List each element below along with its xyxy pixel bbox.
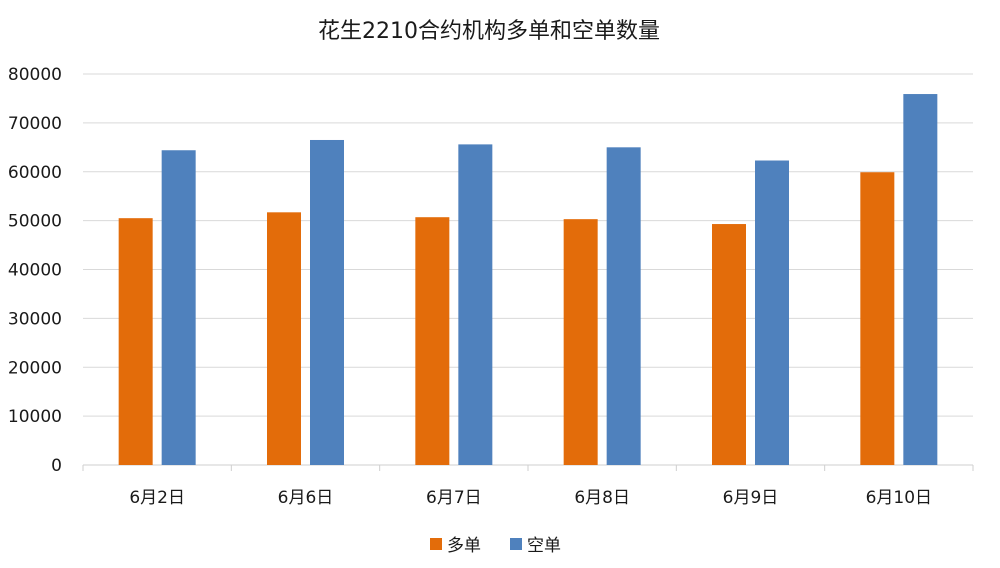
y-tick-label: 60000: [8, 163, 62, 183]
bar-short: [458, 144, 493, 465]
chart-title: 花生2210合约机构多单和空单数量: [318, 19, 660, 44]
y-tick-label: 50000: [8, 212, 62, 232]
bar-short: [903, 94, 938, 465]
y-tick-label: 20000: [8, 358, 62, 378]
y-tick-label: 30000: [8, 309, 62, 329]
bar-long: [563, 219, 598, 465]
x-tick-label: 6月10日: [866, 488, 932, 508]
bar-short: [310, 139, 344, 465]
legend: 多单 空单: [430, 536, 561, 556]
y-tick-label: 70000: [8, 114, 62, 134]
bar-short: [755, 160, 789, 466]
bar-long: [118, 218, 153, 465]
gridlines: [83, 73, 973, 466]
bar-long: [860, 172, 895, 465]
x-axis-ticks: 6月2日 6月6日 6月7日 6月8日 6月9日 6月10日: [82, 465, 974, 508]
bar-long: [415, 217, 450, 465]
legend-swatch: [430, 538, 442, 550]
bar-long: [267, 212, 301, 465]
x-tick-label: 6月8日: [574, 488, 630, 508]
x-tick-label: 6月2日: [129, 488, 185, 508]
bar-long: [712, 224, 746, 465]
bar-short: [161, 150, 196, 465]
x-tick-label: 6月7日: [426, 488, 482, 508]
y-tick-label: 80000: [8, 65, 62, 85]
x-tick-label: 6月6日: [278, 488, 334, 508]
y-axis-ticks: 0 10000 20000 30000 40000 50000 60000 70000 8000…: [8, 65, 62, 476]
y-tick-label: 40000: [8, 261, 62, 281]
legend-label: 空单: [527, 536, 561, 556]
legend-item: 多单: [430, 536, 481, 556]
legend-label: 多单: [447, 536, 481, 556]
legend-swatch: [510, 538, 522, 550]
bar-short: [606, 147, 641, 465]
x-tick-label: 6月9日: [723, 488, 779, 508]
legend-item: 空单: [510, 536, 561, 556]
bars: [118, 94, 938, 466]
y-tick-label: 0: [51, 456, 62, 476]
y-tick-label: 10000: [8, 407, 62, 427]
